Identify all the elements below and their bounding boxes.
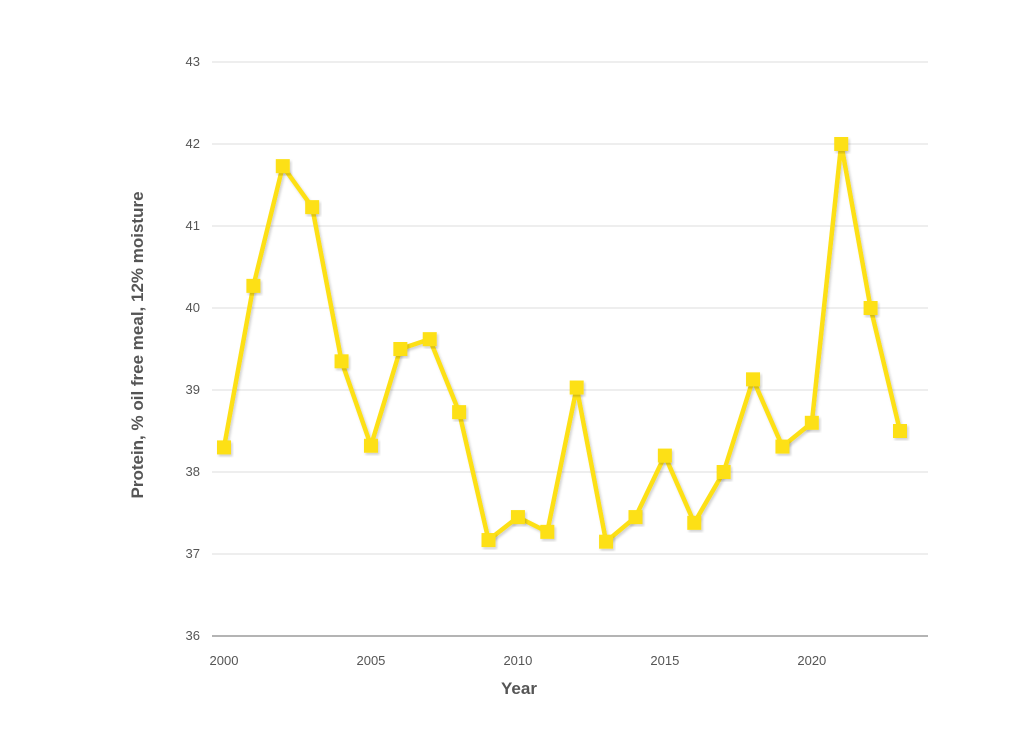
data-point-marker <box>893 424 907 438</box>
data-point-marker <box>657 448 672 463</box>
data-point-marker <box>363 438 378 453</box>
series-line <box>221 141 903 544</box>
data-point-marker <box>746 372 761 387</box>
data-point-marker <box>834 137 849 151</box>
y-tick-label: 36 <box>186 628 200 643</box>
x-tick-label: 2000 <box>210 653 239 668</box>
x-tick-label: 2015 <box>650 653 679 668</box>
y-tick-label: 37 <box>186 546 200 561</box>
data-point-marker <box>687 515 702 530</box>
data-point-marker <box>393 342 408 356</box>
y-tick-label: 39 <box>186 382 200 397</box>
data-point-marker <box>628 510 643 525</box>
x-tick-label: 2010 <box>503 653 532 668</box>
data-point-marker <box>775 439 790 454</box>
y-tick-label: 41 <box>186 218 200 233</box>
data-point-marker <box>510 510 525 525</box>
y-tick-label: 43 <box>186 54 200 69</box>
data-point-marker <box>863 301 878 315</box>
data-point-marker <box>599 534 614 549</box>
data-point-marker <box>217 440 231 455</box>
data-point-marker <box>716 465 731 479</box>
x-tick-label: 2005 <box>356 653 385 668</box>
data-point-marker <box>422 332 437 347</box>
data-point-marker <box>481 533 496 548</box>
y-tick-label: 42 <box>186 136 200 151</box>
y-tick-label: 38 <box>186 464 200 479</box>
data-point-marker <box>275 159 290 174</box>
data-point-marker <box>334 354 349 369</box>
y-tick-label: 40 <box>186 300 200 315</box>
data-point-marker <box>305 200 320 215</box>
x-tick-label: 2020 <box>797 653 826 668</box>
data-point-marker <box>452 405 467 420</box>
y-axis-title: Protein, % oil free meal, 12% moisture <box>128 191 147 498</box>
axes: 36 37 38 39 40 41 42 43 2000 2005 2010 2015 2020 <box>186 54 928 668</box>
data-point-marker <box>569 380 584 395</box>
gridlines <box>212 61 928 555</box>
data-point-marker <box>804 415 819 430</box>
series-layer <box>217 137 907 549</box>
data-point-marker <box>540 524 555 539</box>
x-axis-title: Year <box>501 679 537 698</box>
data-point-marker <box>246 278 261 293</box>
